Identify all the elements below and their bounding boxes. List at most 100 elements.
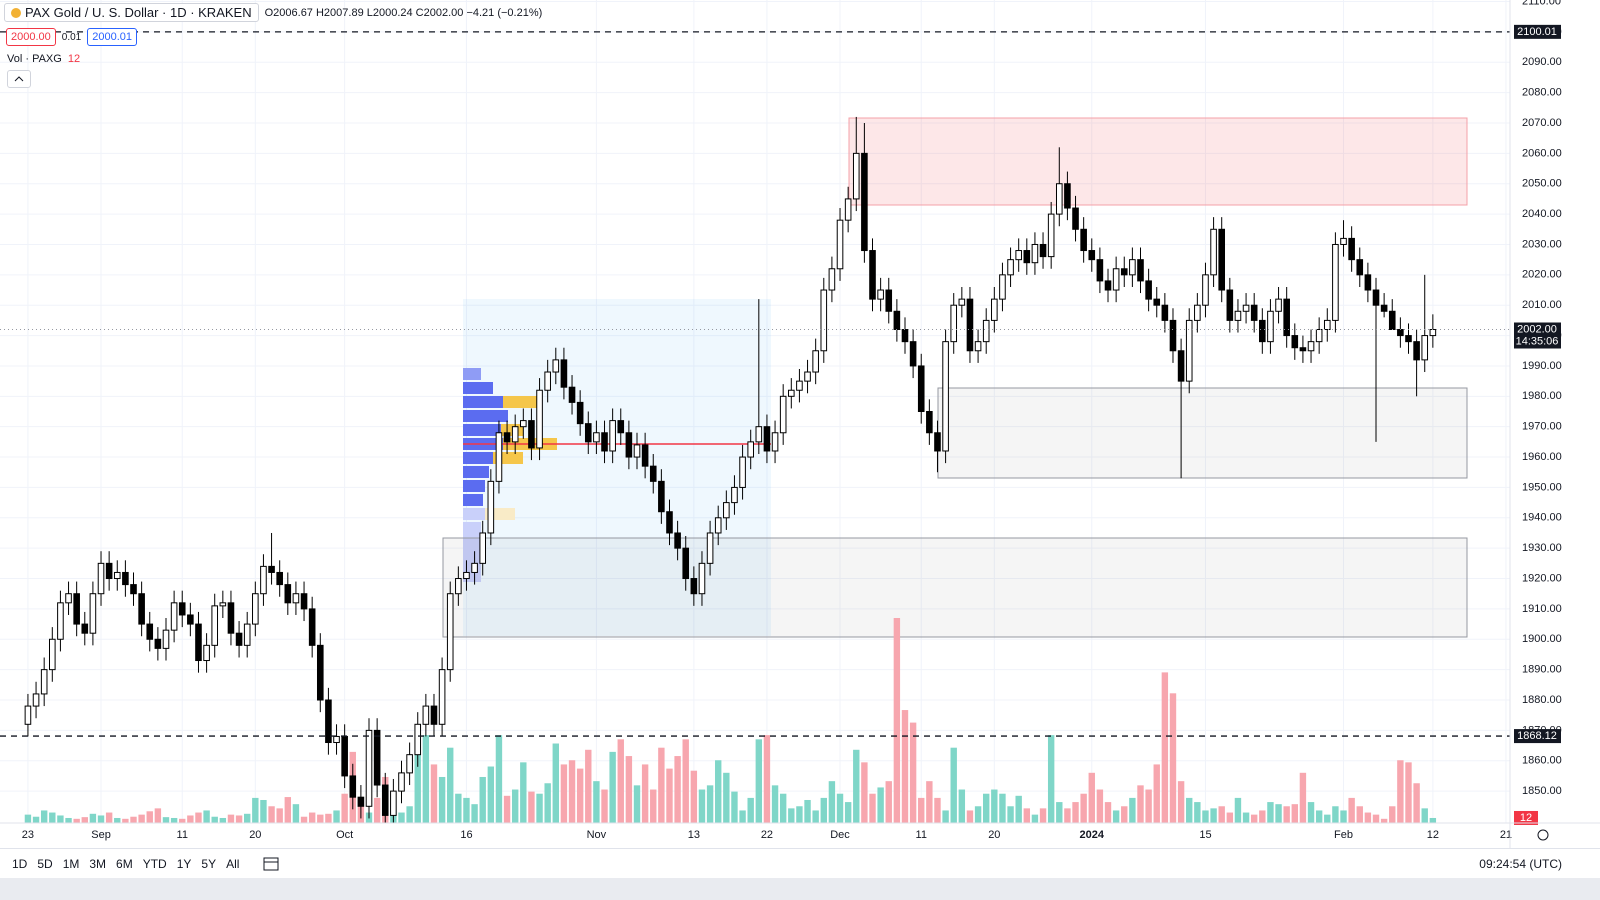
spread: 0.01 [61, 31, 82, 43]
candle-body [649, 465, 657, 482]
volume-bar [1250, 814, 1258, 823]
range-button[interactable]: 1Y [176, 857, 192, 871]
y-tick-label: 2010.00 [1522, 299, 1562, 311]
range-button[interactable]: 5D [37, 857, 53, 871]
volume-bar [828, 781, 836, 823]
volume-bar [32, 816, 40, 823]
candle-body [934, 432, 941, 452]
candle-body [1323, 319, 1331, 331]
sell-button[interactable]: 2000.00 [6, 28, 56, 46]
volume-bar [1421, 808, 1428, 823]
volume-bar [1340, 810, 1347, 823]
candle-body [325, 699, 332, 744]
volume-bar [926, 781, 933, 823]
volume-bar [479, 776, 486, 823]
volume-profile-area [463, 299, 771, 636]
range-button[interactable]: 5Y [201, 857, 217, 871]
profile-bar [463, 508, 485, 520]
candle-body [1421, 335, 1429, 361]
volume-bar [1121, 806, 1128, 823]
volume-bar [73, 818, 80, 823]
range-button[interactable]: YTD [142, 857, 167, 871]
y-tick-label: 1980.00 [1522, 390, 1562, 402]
candle-body [601, 432, 608, 452]
candle-body [950, 304, 958, 343]
volume-bar [1259, 810, 1266, 823]
volume-bar [495, 735, 503, 823]
buy-button[interactable]: 2000.01 [87, 28, 137, 46]
volume-bar [796, 806, 803, 823]
candle-body [227, 602, 235, 634]
candle-body [252, 593, 259, 625]
y-tick-label: 2030.00 [1522, 238, 1562, 250]
candle-body [341, 735, 348, 777]
candle-body [1226, 289, 1234, 321]
candle-body [97, 562, 105, 595]
volume-bar [1315, 810, 1323, 823]
candle-body [471, 562, 478, 573]
y-tick-label: 2020.00 [1522, 269, 1562, 281]
candle-body [1356, 259, 1364, 276]
volume-bar [1177, 781, 1185, 823]
x-tick-label: 15 [1199, 829, 1211, 841]
profile-bar [493, 396, 539, 408]
demand-zone [442, 537, 1468, 638]
candle-body [73, 593, 80, 625]
candle-body [292, 593, 300, 604]
candle-body [284, 584, 292, 604]
candle-body [706, 532, 714, 564]
candle-body [625, 432, 633, 458]
x-tick-label: Oct [336, 829, 353, 841]
candle-body [812, 350, 819, 373]
candle-body [1315, 329, 1323, 343]
volume-bar [114, 817, 121, 823]
volume-bar [1112, 810, 1120, 823]
candle-body [1088, 250, 1096, 261]
volume-bar [788, 808, 795, 823]
volume-bar [24, 814, 32, 823]
candle-body [617, 420, 625, 434]
volume-bar [690, 770, 698, 823]
candle-body [260, 565, 267, 595]
candle-body [869, 250, 876, 300]
range-button[interactable]: 6M [116, 857, 133, 871]
volume-bar [706, 785, 714, 823]
volume-bar [276, 808, 283, 823]
coin-icon [11, 8, 21, 18]
range-button[interactable]: 1M [62, 857, 80, 871]
collapse-button[interactable] [7, 70, 31, 88]
date-range-button[interactable] [261, 855, 281, 873]
range-button[interactable]: 3M [89, 857, 107, 871]
range-button[interactable]: 1D [12, 857, 28, 871]
volume-bar [89, 813, 97, 823]
candle-body [373, 729, 381, 786]
symbol-title[interactable]: PAX Gold / U. S. Dollar · 1D · KRAKEN [4, 3, 259, 22]
candle-body [885, 289, 893, 312]
volume-bar [1307, 802, 1315, 823]
volume-bar [763, 735, 771, 823]
profile-bar [463, 368, 481, 380]
candle-body [966, 298, 974, 352]
range-button[interactable]: All [226, 857, 240, 871]
volume-bar [1039, 808, 1047, 823]
candle-body [1112, 268, 1120, 291]
candle-body [357, 796, 365, 807]
candle-body [1023, 250, 1031, 264]
x-tick-label: Dec [830, 829, 850, 841]
candle-body [1259, 319, 1266, 343]
volume-bar [820, 797, 827, 823]
volume-value-box [1514, 810, 1538, 825]
candle-body [89, 593, 97, 634]
candle-body [804, 371, 811, 382]
volume-bar [747, 797, 754, 823]
x-tick-label: 22 [761, 829, 773, 841]
y-tick-label: 1920.00 [1522, 572, 1562, 584]
volume-bar [593, 781, 600, 823]
candle-body [674, 532, 681, 549]
candle-body [779, 395, 787, 434]
candle-body [731, 486, 738, 504]
volume-bar [958, 789, 966, 823]
volume-bar [804, 799, 811, 823]
calendar-icon [263, 857, 279, 871]
